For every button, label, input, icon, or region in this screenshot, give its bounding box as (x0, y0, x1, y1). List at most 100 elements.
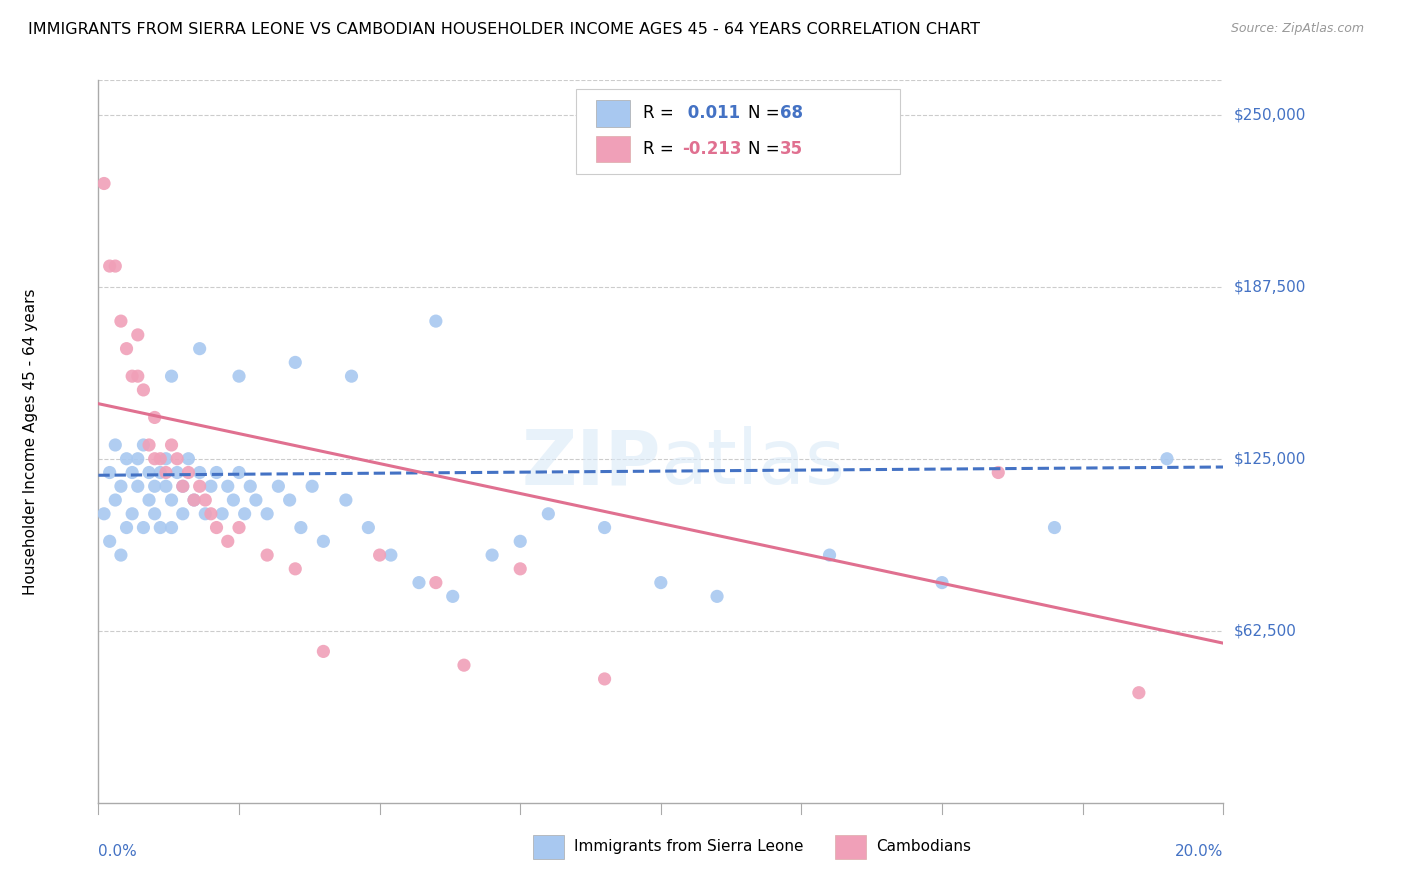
Point (188, 479, 211, 493)
Point (160, 520, 183, 534)
Point (160, 369, 183, 384)
Point (172, 479, 194, 493)
Text: 20.0%: 20.0% (1175, 844, 1223, 859)
Point (245, 493, 267, 508)
Point (138, 493, 160, 508)
Point (132, 438, 155, 452)
Point (194, 507, 217, 521)
Point (408, 575, 430, 590)
Point (172, 507, 194, 521)
Point (104, 438, 127, 452)
Point (93, 177, 115, 191)
Point (593, 520, 616, 534)
Point (256, 548, 278, 562)
Point (931, 575, 953, 590)
Point (149, 466, 172, 480)
Point (228, 466, 250, 480)
Point (115, 342, 138, 356)
Text: N =: N = (748, 140, 785, 158)
Text: 68: 68 (780, 104, 803, 122)
Point (706, 590, 728, 604)
Point (104, 493, 127, 508)
Point (380, 548, 402, 562)
Text: $62,500: $62,500 (1233, 624, 1296, 639)
Point (155, 451, 177, 466)
Text: Householder Income Ages 45 - 64 years: Householder Income Ages 45 - 64 years (24, 288, 38, 595)
Point (160, 438, 183, 452)
Point (481, 548, 503, 562)
Point (301, 479, 323, 493)
Text: IMMIGRANTS FROM SIERRA LEONE VS CAMBODIAN HOUSEHOLDER INCOME AGES 45 - 64 YEARS : IMMIGRANTS FROM SIERRA LEONE VS CAMBODIA… (28, 22, 980, 37)
Point (368, 548, 391, 562)
Point (335, 493, 357, 508)
Point (115, 520, 138, 534)
Point (211, 507, 233, 521)
Point (177, 451, 200, 466)
Point (284, 562, 307, 576)
Point (278, 493, 301, 508)
Point (132, 520, 155, 534)
Point (188, 466, 211, 480)
Point (110, 314, 132, 328)
Point (121, 369, 143, 384)
Point (228, 369, 250, 384)
Point (127, 451, 149, 466)
Point (160, 493, 183, 508)
Point (509, 562, 531, 576)
Point (205, 520, 228, 534)
Text: atlas: atlas (661, 426, 845, 500)
Text: R =: R = (643, 140, 673, 158)
Point (127, 479, 149, 493)
Point (183, 493, 205, 508)
Point (256, 507, 278, 521)
Point (239, 479, 262, 493)
Point (200, 479, 222, 493)
Text: Immigrants from Sierra Leone: Immigrants from Sierra Leone (574, 839, 803, 855)
Point (143, 479, 166, 493)
Point (290, 520, 312, 534)
Point (155, 479, 177, 493)
Text: N =: N = (748, 104, 785, 122)
Point (357, 520, 380, 534)
Point (537, 507, 560, 521)
Text: -0.213: -0.213 (682, 140, 741, 158)
Point (312, 644, 335, 658)
Point (138, 438, 160, 452)
Point (650, 575, 672, 590)
Text: 0.0%: 0.0% (98, 844, 138, 859)
Text: Cambodians: Cambodians (876, 839, 972, 855)
Point (98, 466, 121, 480)
Text: $250,000: $250,000 (1233, 107, 1306, 122)
Point (267, 479, 290, 493)
Point (149, 520, 172, 534)
Text: ZIP: ZIP (522, 426, 661, 500)
Point (115, 451, 138, 466)
Point (177, 466, 200, 480)
Text: $187,500: $187,500 (1233, 279, 1306, 294)
Point (166, 466, 188, 480)
Point (104, 259, 127, 273)
Point (143, 451, 166, 466)
Point (98, 259, 121, 273)
Point (149, 451, 172, 466)
Point (228, 520, 250, 534)
Point (233, 507, 256, 521)
Point (217, 479, 239, 493)
Point (143, 507, 166, 521)
Point (312, 534, 335, 549)
Point (340, 369, 363, 384)
Point (441, 590, 464, 604)
Text: R =: R = (643, 104, 673, 122)
Point (593, 672, 616, 686)
Point (143, 410, 166, 425)
Point (110, 479, 132, 493)
Point (188, 342, 211, 356)
Point (453, 658, 475, 673)
Point (818, 548, 841, 562)
Point (155, 466, 177, 480)
Point (284, 355, 307, 369)
Point (166, 451, 188, 466)
Point (205, 466, 228, 480)
Point (183, 493, 205, 508)
Point (222, 493, 245, 508)
